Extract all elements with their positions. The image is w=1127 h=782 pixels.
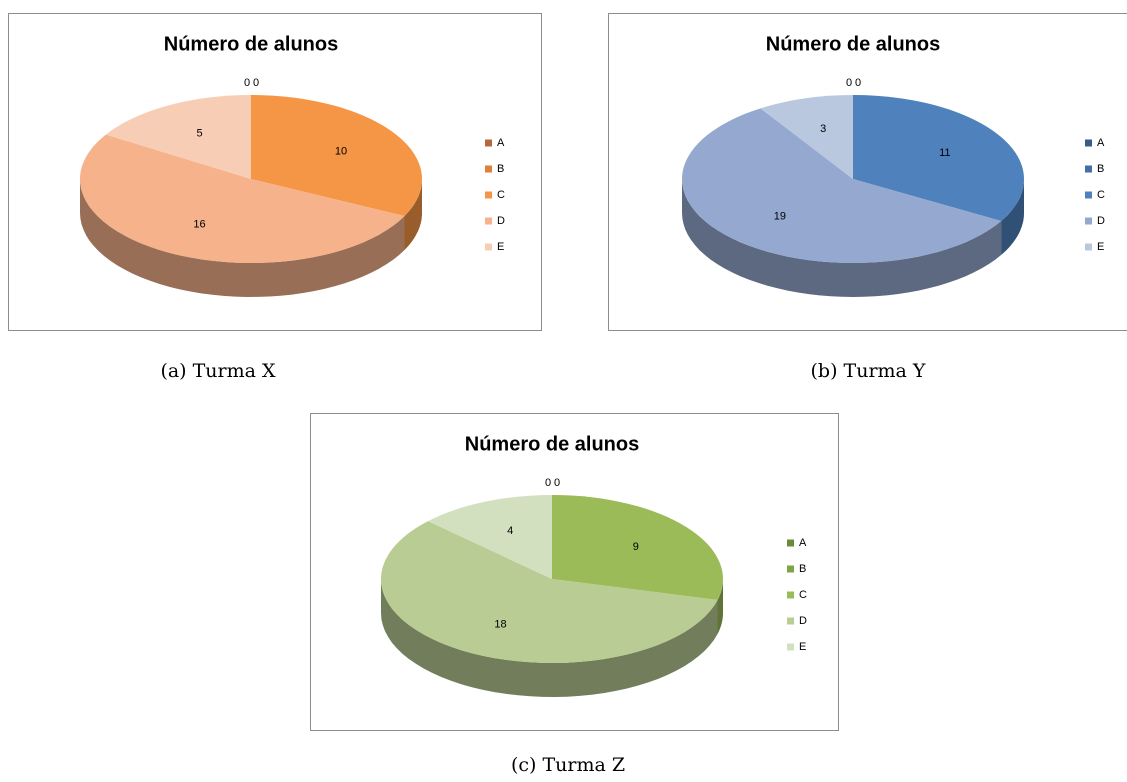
pie-slice (760, 95, 853, 179)
legend-swatch (1085, 217, 1092, 225)
legend-label: C (799, 589, 807, 601)
data-label: 18 (494, 618, 506, 630)
pie-slice (79, 134, 405, 264)
pie-side (717, 579, 723, 635)
data-label: 10 (335, 145, 347, 157)
chart-title: Número de alunos (164, 33, 338, 55)
pie-slice (428, 495, 552, 579)
caption: (c) Turma Z (510, 754, 626, 776)
legend-label: E (1097, 241, 1104, 253)
data-label: 5 (196, 127, 202, 139)
data-label: 11 (939, 147, 950, 159)
data-label: 4 (507, 525, 513, 537)
chart: Número de alunos 0 0 11 19 3 A B C D E (608, 13, 1127, 331)
legend-label: A (497, 137, 505, 149)
chart-title: Número de alunos (766, 33, 940, 55)
legend-label: D (1097, 215, 1105, 227)
legend-label: B (1097, 163, 1104, 175)
legend-swatch (485, 191, 492, 199)
legend-label: E (497, 241, 504, 253)
legend-label: C (497, 189, 505, 201)
pie-slice (251, 95, 422, 216)
legend-swatch (1085, 139, 1092, 147)
data-label: 3 (820, 123, 826, 135)
legend-label: B (497, 163, 504, 175)
pie-side (80, 179, 405, 297)
data-label: 19 (774, 211, 786, 223)
legend-swatch (1085, 243, 1092, 251)
data-label: 0 (545, 477, 551, 489)
data-label: 0 (554, 477, 560, 489)
pie-slice (381, 521, 718, 663)
legend-label: A (799, 537, 807, 549)
legend-swatch (1085, 165, 1092, 173)
pie-slice (552, 495, 723, 601)
legend-label: A (1097, 137, 1105, 149)
data-label: 0 (846, 77, 852, 89)
pie-side (381, 579, 718, 697)
data-label: 0 (253, 77, 259, 89)
data-label: 9 (633, 541, 639, 553)
legend-label: D (799, 615, 807, 627)
caption: (b) Turma Y (810, 360, 926, 382)
data-label: 0 (855, 77, 861, 89)
legend-swatch (485, 139, 492, 147)
data-label: 16 (193, 218, 205, 230)
pie-side (1001, 179, 1024, 255)
legend-swatch (787, 591, 794, 599)
legend-swatch (485, 165, 492, 173)
legend-label: E (799, 641, 806, 653)
legend-label: C (1097, 189, 1105, 201)
legend-swatch (1085, 191, 1092, 199)
legend-label: D (497, 215, 505, 227)
legend-swatch (485, 243, 492, 251)
chart: Número de alunos 0 0 9 18 4 A B C D E (310, 413, 839, 731)
legend-swatch (485, 217, 492, 225)
pie-side (404, 179, 422, 250)
chart: Número de alunos 0 0 10 16 5 A B C D E (8, 13, 542, 331)
pie-slice (853, 95, 1024, 221)
pie-slice (105, 95, 251, 179)
pie-slice (682, 108, 1002, 263)
legend-swatch (787, 617, 794, 625)
legend-swatch (787, 643, 794, 651)
legend-label: B (799, 563, 806, 575)
data-label: 0 (244, 77, 250, 89)
chart-title: Número de alunos (465, 433, 639, 455)
legend-swatch (787, 565, 794, 573)
caption: (a) Turma X (160, 360, 276, 382)
legend-swatch (787, 539, 794, 547)
pie-side (682, 179, 1002, 297)
